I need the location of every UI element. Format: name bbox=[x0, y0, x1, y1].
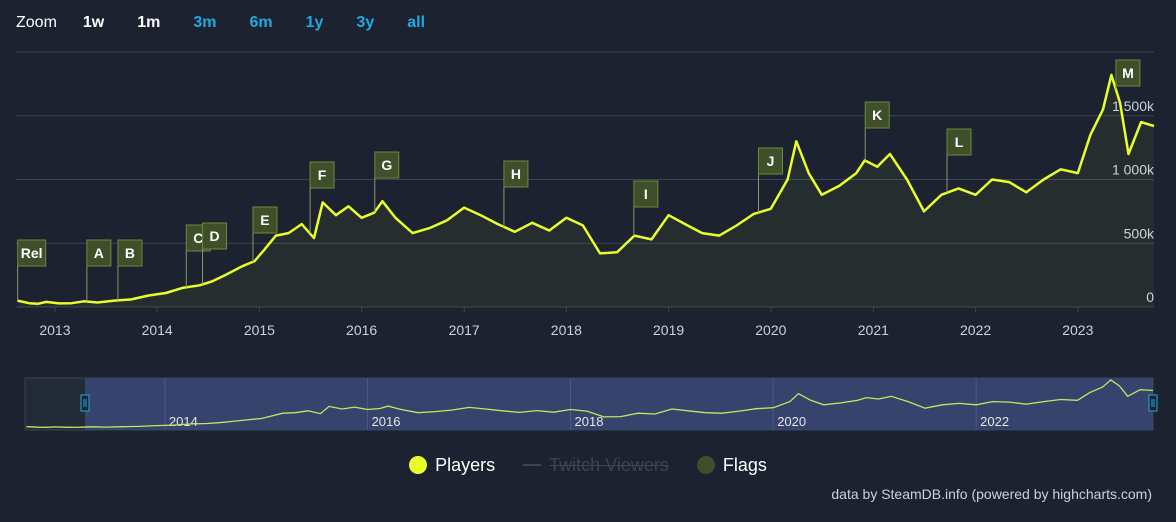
flag-J[interactable] bbox=[758, 147, 784, 175]
flag-label-D: D bbox=[209, 228, 219, 244]
x-tick-label: 2017 bbox=[449, 322, 480, 338]
x-tick-label: 2014 bbox=[142, 322, 173, 338]
zoom-1y-button[interactable]: 1y bbox=[305, 14, 324, 31]
navigator-handle-right[interactable] bbox=[1148, 394, 1158, 412]
flags-legend-icon bbox=[696, 456, 715, 474]
flag-K[interactable] bbox=[864, 101, 890, 129]
x-tick-label: 2023 bbox=[1062, 322, 1093, 338]
x-tick-label: 2015 bbox=[244, 322, 275, 338]
flag-B[interactable] bbox=[117, 239, 143, 267]
flag-label-E: E bbox=[260, 212, 269, 228]
x-tick-label: 2016 bbox=[346, 322, 377, 338]
navigator-series-line bbox=[26, 379, 1154, 428]
x-tick-label: 2020 bbox=[755, 322, 786, 338]
legend-item-twitch-viewers[interactable]: Twitch Viewers bbox=[523, 455, 669, 476]
players-series-line[interactable] bbox=[17, 73, 1155, 306]
zoom-3y-button[interactable]: 3y bbox=[356, 14, 375, 31]
flag-G[interactable] bbox=[374, 151, 400, 179]
x-tick-label: 2019 bbox=[653, 322, 684, 338]
flag-label-A: A bbox=[94, 245, 104, 261]
zoom-1w-button[interactable]: 1w bbox=[82, 14, 105, 31]
navigator-tick-label: 2014 bbox=[169, 414, 198, 429]
players-chart[interactable]: 0 500k 1 000k 1 500k 2013 2014 2015 2016 2017 201… bbox=[0, 0, 1176, 440]
flag-label-F: F bbox=[318, 167, 327, 183]
flag-Rel[interactable] bbox=[17, 239, 47, 267]
flag-F[interactable] bbox=[309, 161, 335, 189]
zoom-label: Zoom bbox=[16, 14, 57, 31]
flag-label-G: G bbox=[381, 157, 392, 173]
flag-label-H: H bbox=[511, 166, 521, 182]
y-tick-label: 0 bbox=[1146, 289, 1154, 305]
flag-L[interactable] bbox=[946, 128, 972, 156]
flag-I[interactable] bbox=[633, 180, 659, 208]
legend-label-flags: Flags bbox=[722, 454, 767, 475]
x-tick-label: 2018 bbox=[551, 322, 582, 338]
legend-label-twitch-viewers: Twitch Viewers bbox=[549, 454, 669, 475]
flag-label-C: C bbox=[193, 230, 203, 246]
flag-A[interactable] bbox=[86, 239, 112, 267]
legend-item-flags[interactable]: Flags bbox=[696, 454, 767, 476]
flag-E[interactable] bbox=[252, 206, 278, 234]
x-tick-label: 2022 bbox=[960, 322, 991, 338]
navigator-tick-label: 2016 bbox=[372, 414, 401, 429]
navigator-handle-left[interactable] bbox=[80, 394, 90, 412]
players-area bbox=[17, 74, 1154, 308]
x-tick-label: 2021 bbox=[858, 322, 889, 338]
flag-H[interactable] bbox=[503, 160, 529, 188]
legend-label-players: Players bbox=[435, 454, 496, 475]
flag-label-K: K bbox=[872, 107, 882, 123]
zoom-6m-button[interactable]: 6m bbox=[249, 14, 273, 31]
legend-item-players[interactable]: Players bbox=[409, 455, 495, 476]
flag-M[interactable] bbox=[1115, 59, 1141, 87]
navigator-tick-label: 2018 bbox=[575, 414, 604, 429]
zoom-3m-button[interactable]: 3m bbox=[193, 14, 217, 31]
flag-D[interactable] bbox=[202, 222, 228, 250]
y-tick-label: 500k bbox=[1124, 225, 1155, 241]
legend: Players Twitch Viewers Flags bbox=[0, 450, 1176, 480]
zoom-bar: Zoom 1w 1m 3m 6m 1y 3y all bbox=[16, 12, 458, 34]
y-tick-label: 1 500k bbox=[1112, 98, 1155, 114]
flag-label-J: J bbox=[767, 153, 775, 169]
flag-label-B: B bbox=[125, 245, 135, 261]
navigator-selected-range[interactable] bbox=[85, 378, 1153, 430]
zoom-all-button[interactable]: all bbox=[407, 14, 426, 31]
x-tick-label: 2013 bbox=[39, 322, 70, 338]
navigator-tick-label: 2020 bbox=[777, 414, 806, 429]
y-tick-label: 1 000k bbox=[1112, 162, 1155, 178]
flag-label-M: M bbox=[1122, 65, 1134, 81]
flag-label-L: L bbox=[955, 134, 964, 150]
players-legend-icon bbox=[409, 456, 428, 474]
zoom-1m-button[interactable]: 1m bbox=[137, 14, 161, 31]
flag-label-Rel: Rel bbox=[21, 245, 43, 261]
flag-label-I: I bbox=[644, 186, 648, 202]
twitch-viewers-legend-icon bbox=[523, 464, 542, 466]
credits[interactable]: data by SteamDB.info (powered by highcha… bbox=[831, 486, 1152, 502]
navigator-tick-label: 2022 bbox=[980, 414, 1009, 429]
